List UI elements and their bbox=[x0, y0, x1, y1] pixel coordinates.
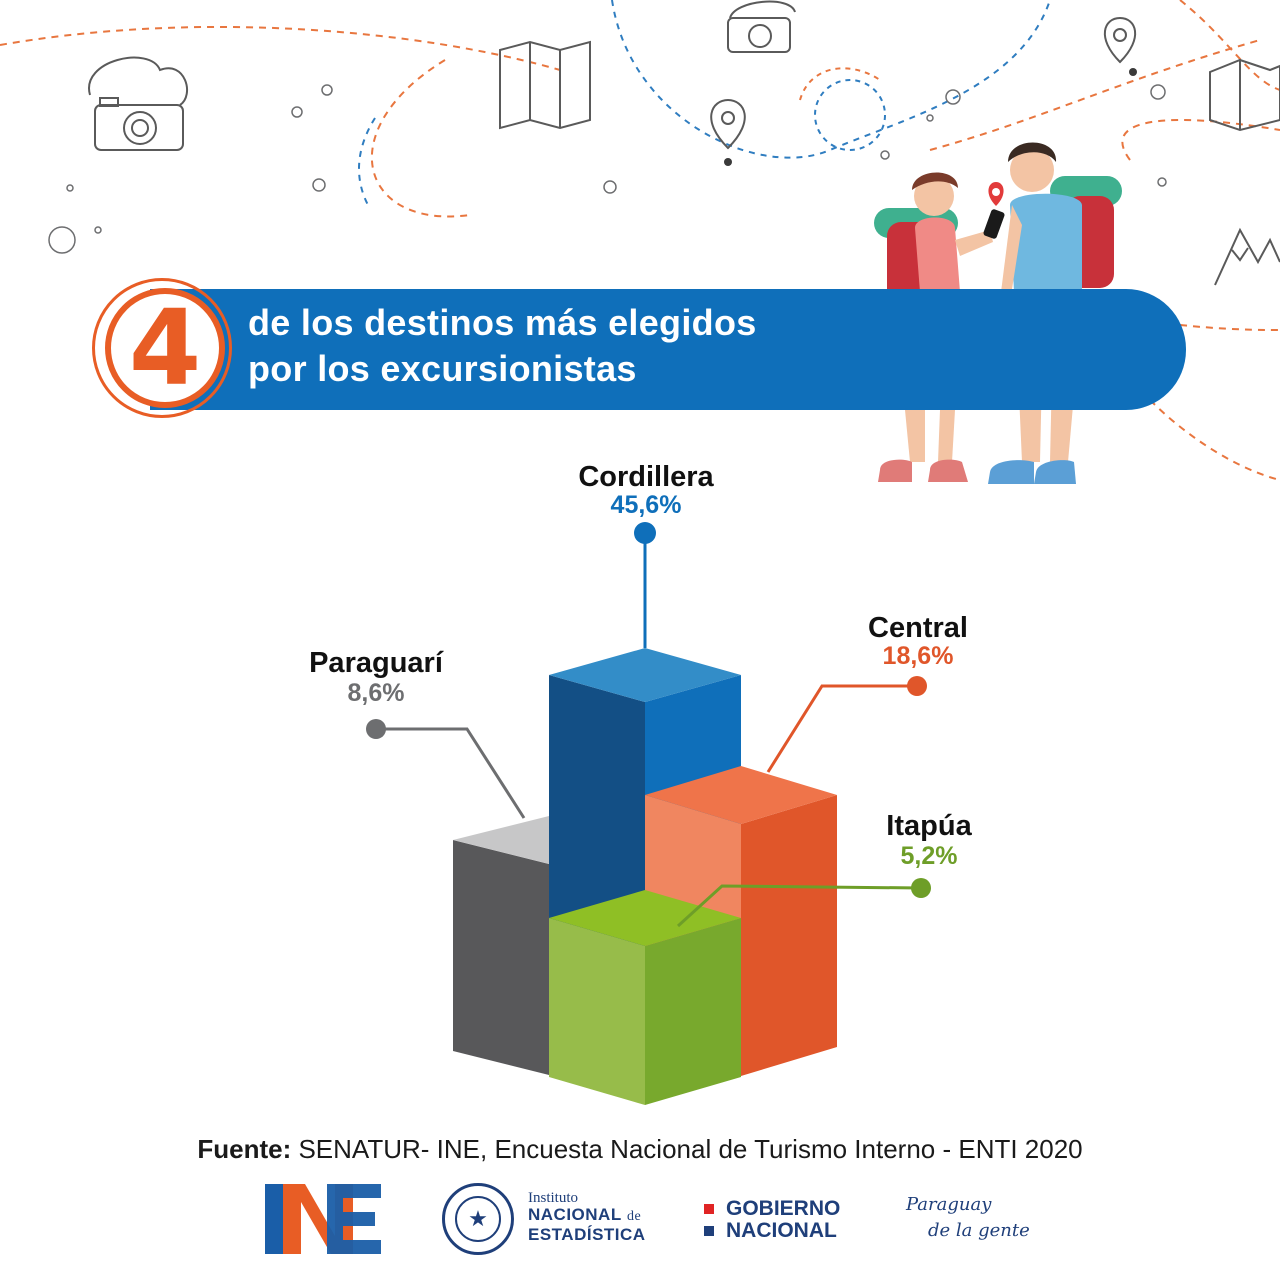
map-pin-icon bbox=[710, 16, 1137, 150]
label-cordillera-name: Cordillera bbox=[578, 461, 714, 493]
marker-central bbox=[907, 676, 927, 696]
map-icon bbox=[499, 40, 591, 130]
ine-nacional: NACIONAL bbox=[528, 1205, 622, 1224]
gobierno-line2: NACIONAL bbox=[726, 1219, 837, 1242]
title-line-1: de los destinos más elegidos bbox=[248, 302, 757, 343]
paraguay-de-la-gente-logo: Paraguay de la gente bbox=[906, 1192, 1030, 1244]
bar-itapua bbox=[549, 890, 741, 1105]
rank-badge: 4 bbox=[105, 288, 225, 408]
bar-itapua-top-face bbox=[549, 890, 741, 946]
ine-wordmark: Instituto NACIONAL de ESTADÍSTICA bbox=[528, 1190, 646, 1244]
footer-logos: ★ Instituto NACIONAL de ESTADÍSTICA GOBI… bbox=[0, 1180, 1280, 1260]
dashed-ring-blue bbox=[814, 79, 886, 151]
camera-icon bbox=[727, 0, 796, 53]
dashed-arc-orange bbox=[799, 67, 881, 101]
star-icon: ★ bbox=[455, 1196, 501, 1242]
source-text: SENATUR- INE, Encuesta Nacional de Turis… bbox=[298, 1134, 1083, 1164]
label-paraguari-value: 8,6% bbox=[348, 679, 405, 707]
ine-de: de bbox=[626, 1209, 642, 1224]
leader-itapua bbox=[676, 878, 931, 928]
marker-itapua bbox=[911, 878, 931, 898]
label-central-value: 18,6% bbox=[883, 642, 954, 670]
leader-cordillera bbox=[634, 522, 656, 648]
map-icon bbox=[1209, 58, 1280, 132]
dashed-route-orange bbox=[0, 25, 561, 71]
badge-ring bbox=[92, 278, 232, 418]
ine-estadistica: ESTADÍSTICA bbox=[528, 1225, 646, 1244]
route-dot bbox=[724, 158, 732, 166]
leader-paraguari bbox=[366, 719, 526, 819]
dashed-route-orange bbox=[1149, 399, 1280, 481]
leader-central bbox=[766, 676, 927, 773]
pdlg-line2: de la gente bbox=[928, 1220, 1030, 1241]
blue-square-icon bbox=[704, 1226, 714, 1236]
title-line-2: por los excursionistas bbox=[248, 348, 637, 389]
bar-paraguari-left-face bbox=[453, 840, 549, 1075]
marker-cordillera bbox=[634, 522, 656, 544]
source-label: Fuente: bbox=[197, 1134, 292, 1164]
dashed-route-orange bbox=[929, 39, 1261, 151]
bar-cordillera-top-face bbox=[549, 648, 741, 702]
route-dot bbox=[1129, 68, 1137, 76]
dashed-route-blue bbox=[358, 117, 376, 206]
source-citation: Fuente: SENATUR- INE, Encuesta Nacional … bbox=[0, 1134, 1280, 1165]
label-cordillera-value: 45,6% bbox=[611, 491, 682, 519]
title-banner bbox=[150, 289, 1186, 410]
bar-central-right-face bbox=[741, 795, 837, 1076]
dashed-route-blue bbox=[611, 0, 1051, 159]
ine-instituto: Instituto bbox=[528, 1190, 579, 1206]
mountain-icon bbox=[1214, 227, 1280, 286]
pdlg-line1: Paraguay bbox=[906, 1194, 992, 1215]
label-paraguari-name: Paraguarí bbox=[309, 647, 444, 679]
ine-logo bbox=[265, 1184, 381, 1254]
page-title: de los destinos más elegidos por los exc… bbox=[248, 300, 757, 392]
dashed-route-orange bbox=[1121, 119, 1280, 161]
gobierno-line1: GOBIERNO bbox=[726, 1197, 841, 1220]
bar-itapua-left-face bbox=[549, 918, 645, 1105]
bar-itapua-right-face bbox=[645, 918, 741, 1105]
national-seal-icon: ★ bbox=[442, 1183, 514, 1255]
red-square-icon bbox=[704, 1204, 714, 1214]
label-itapua-value: 5,2% bbox=[901, 842, 958, 870]
label-central-name: Central bbox=[868, 612, 968, 644]
label-itapua-name: Itapúa bbox=[886, 810, 972, 842]
dot-circles bbox=[48, 84, 1167, 254]
marker-paraguari bbox=[366, 719, 386, 739]
bar-central-top-face bbox=[645, 766, 837, 824]
dashed-route-orange bbox=[1179, 0, 1280, 91]
badge-number: 4 bbox=[128, 287, 202, 409]
dashed-route-orange bbox=[1179, 324, 1280, 331]
gobierno-nacional-logo: GOBIERNO NACIONAL bbox=[704, 1198, 840, 1242]
camera-icon bbox=[88, 56, 189, 151]
